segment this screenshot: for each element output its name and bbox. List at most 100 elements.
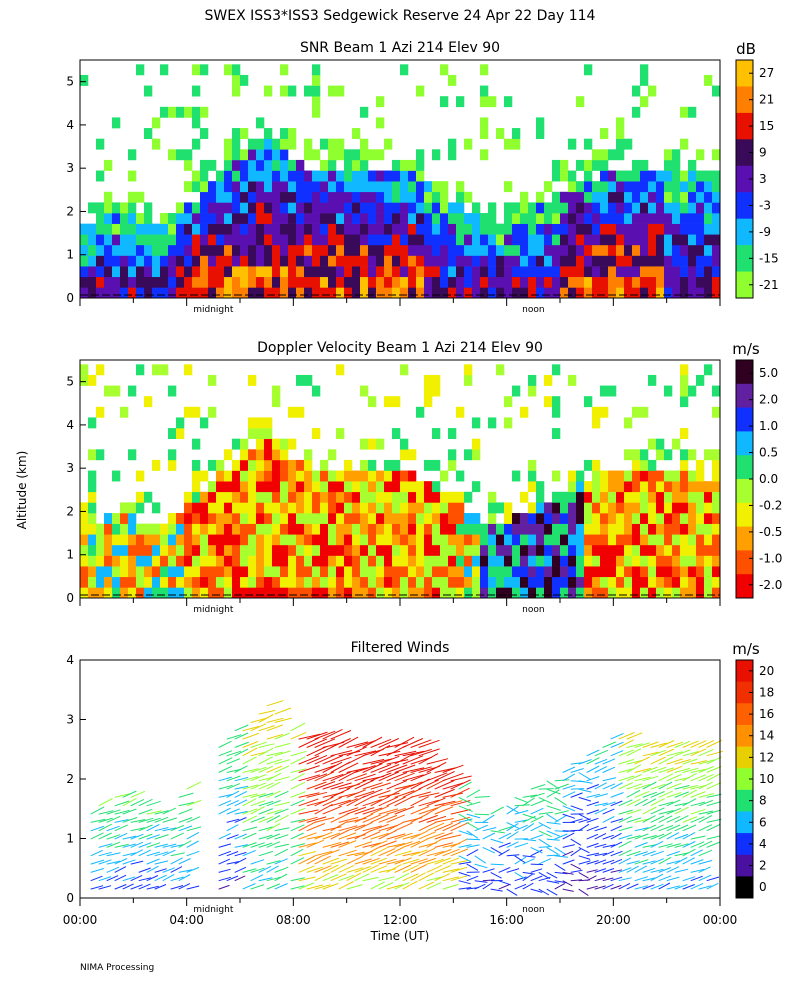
heatmap-cell (328, 149, 337, 161)
wind-barb (602, 758, 616, 765)
heatmap-cell (640, 96, 649, 108)
heatmap-cell (440, 202, 449, 214)
heatmap-cell (616, 513, 625, 524)
wind-barb (562, 813, 576, 819)
heatmap-cell (104, 555, 113, 567)
heatmap-cell (528, 523, 537, 535)
heatmap-cell (496, 364, 505, 376)
wind-barb (618, 809, 633, 815)
heatmap-cell (264, 276, 273, 288)
heatmap-cell (688, 276, 697, 288)
heatmap-cell (328, 170, 337, 182)
wind-barb (546, 805, 561, 811)
heatmap-cell (496, 566, 505, 578)
heatmap-cell (568, 191, 577, 203)
wind-barb (258, 842, 273, 848)
heatmap-cell (432, 276, 441, 288)
heatmap-cell (128, 202, 137, 214)
heatmap-cell (704, 74, 713, 86)
heatmap-cell (432, 234, 441, 246)
heatmap-cell (184, 287, 193, 299)
heatmap-cell (384, 491, 393, 503)
wind-barb (218, 784, 233, 790)
heatmap-cell (464, 534, 473, 546)
wind-barb (570, 792, 583, 798)
heatmap-cell (288, 223, 297, 235)
wind-barb (434, 806, 454, 815)
heatmap-cell (200, 566, 209, 578)
wind-barb (522, 858, 535, 865)
wind-barb (674, 833, 689, 840)
heatmap-cell (232, 491, 241, 503)
heatmap-cell (568, 255, 577, 267)
heatmap-cell (96, 170, 105, 182)
heatmap-cell (608, 287, 617, 299)
wind-barb (346, 872, 362, 882)
wind-barb (530, 875, 543, 882)
heatmap-cell (456, 576, 465, 588)
heatmap-cell (456, 244, 465, 256)
heatmap-cell (472, 587, 481, 599)
heatmap-cell (520, 491, 529, 503)
y-tick-label: 5 (66, 75, 74, 89)
heatmap-cell (168, 234, 177, 246)
wind-barb (442, 822, 461, 832)
heatmap-cell (352, 555, 361, 567)
wind-barb (418, 739, 440, 748)
heatmap-cell (400, 449, 409, 461)
heatmap-cell (224, 223, 233, 235)
heatmap-cell (352, 128, 361, 139)
heatmap-cell (344, 255, 353, 267)
wind-barb (330, 756, 352, 765)
wind-barb (538, 888, 550, 896)
heatmap-cell (664, 491, 673, 503)
heatmap-cell (128, 170, 137, 182)
heatmap-cell (320, 470, 329, 482)
wind-barb (666, 741, 684, 748)
heatmap-cell (440, 491, 449, 503)
heatmap-cell (640, 534, 649, 546)
heatmap-cell (688, 106, 697, 118)
heatmap-cell (696, 213, 705, 224)
heatmap-cell (512, 576, 521, 588)
heatmap-cell (280, 576, 289, 588)
heatmap-cell (584, 566, 593, 578)
heatmap-cell (520, 523, 529, 535)
wind-barb (626, 732, 643, 740)
figure-title: SWEX ISS3*ISS3 Sedgewick Reserve 24 Apr … (205, 8, 596, 24)
wind-barb (394, 736, 415, 748)
heatmap-cell (600, 502, 609, 514)
wind-barb (642, 834, 657, 840)
heatmap-cell (120, 287, 129, 299)
wind-barb (322, 805, 342, 815)
heatmap-cell (712, 276, 721, 288)
heatmap-cell (488, 555, 497, 567)
heatmap-cell (360, 459, 369, 471)
heatmap-cell (432, 181, 441, 193)
heatmap-cell (696, 244, 705, 256)
wind-barb (274, 765, 290, 773)
heatmap-cell (576, 523, 585, 535)
heatmap-cell (488, 266, 497, 278)
heatmap-cell (616, 555, 625, 567)
wind-barb (234, 776, 249, 782)
heatmap-cell (304, 138, 313, 150)
heatmap-cell (552, 470, 561, 482)
heatmap-cell (664, 191, 673, 203)
heatmap-cell (600, 234, 609, 246)
wind-barb (570, 848, 581, 857)
wind-barb (490, 863, 504, 866)
wind-barb (130, 884, 143, 890)
heatmap-cell (528, 555, 537, 567)
heatmap-cell (480, 587, 489, 599)
heatmap-cell (696, 587, 705, 599)
heatmap-cell (432, 576, 441, 588)
heatmap-cell (576, 534, 585, 546)
heatmap-cell (200, 202, 209, 214)
heatmap-cell (640, 181, 649, 193)
wind-barb (402, 851, 421, 857)
heatmap-cell (656, 491, 665, 503)
heatmap-cell (464, 223, 473, 235)
heatmap-cell (440, 576, 449, 588)
heatmap-cell (608, 385, 617, 397)
